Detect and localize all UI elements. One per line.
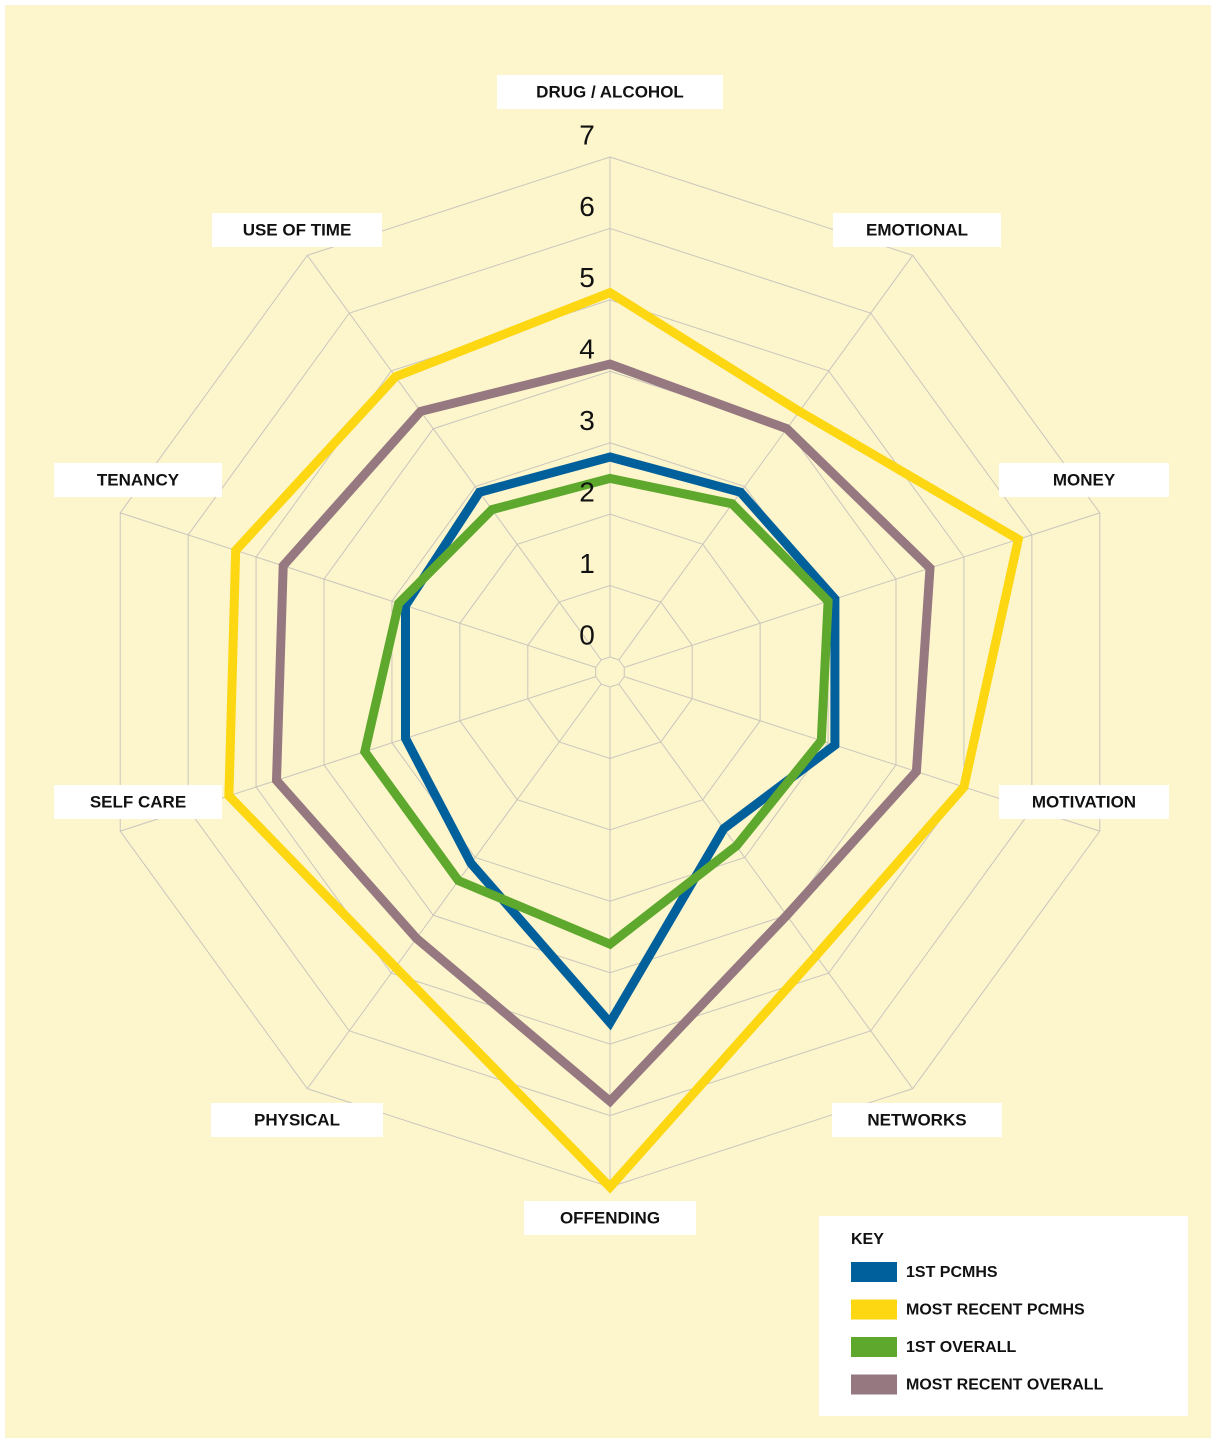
category-box (999, 463, 1169, 497)
legend-swatch (851, 1299, 897, 1320)
spoke (618, 255, 914, 661)
tick-label: 5 (579, 262, 595, 293)
legend-title: KEY (851, 1231, 884, 1248)
category-box (832, 1103, 1002, 1137)
tick-label: 7 (579, 119, 595, 150)
background (5, 5, 1211, 1438)
category-label: PHYSICAL (254, 1110, 340, 1129)
category-label: MOTIVATION (1032, 792, 1136, 811)
category-label: USE OF TIME (243, 220, 352, 239)
category-label: SELF CARE (90, 792, 186, 811)
series-line (271, 359, 935, 1108)
tick-label: 2 (579, 477, 595, 508)
legend-label: 1ST OVERALL (906, 1339, 1016, 1356)
category-label: NETWORKS (867, 1110, 966, 1129)
tick-label: 3 (579, 405, 595, 436)
category-box (54, 463, 222, 497)
legend-label: MOST RECENT OVERALL (906, 1377, 1104, 1394)
category-box (524, 1201, 696, 1235)
category-box (999, 785, 1169, 819)
legend-label: MOST RECENT PCMHS (906, 1302, 1085, 1319)
legend-swatch (851, 1262, 897, 1282)
category-label: DRUG / ALCOHOL (536, 82, 684, 101)
spoke (120, 512, 596, 668)
category-box (833, 213, 1001, 247)
category-label: OFFENDING (560, 1208, 660, 1227)
spoke (306, 683, 602, 1089)
category-label: TENANCY (97, 470, 180, 489)
tick-label: 0 (579, 619, 595, 650)
category-box (497, 75, 723, 109)
legend-label: 1ST PCMHS (906, 1264, 998, 1281)
tick-label: 1 (579, 548, 595, 579)
category-label: MONEY (1053, 470, 1116, 489)
category-label: EMOTIONAL (866, 220, 968, 239)
series-line (224, 287, 1024, 1194)
category-box (54, 785, 222, 819)
tick-label: 4 (579, 334, 595, 365)
series-line (359, 473, 833, 950)
tick-label: 6 (579, 191, 595, 222)
legend-swatch (851, 1337, 897, 1357)
category-box (212, 213, 382, 247)
category-box (211, 1103, 383, 1137)
legend-swatch (851, 1374, 897, 1395)
spoke (618, 683, 914, 1089)
spoke (306, 255, 602, 661)
